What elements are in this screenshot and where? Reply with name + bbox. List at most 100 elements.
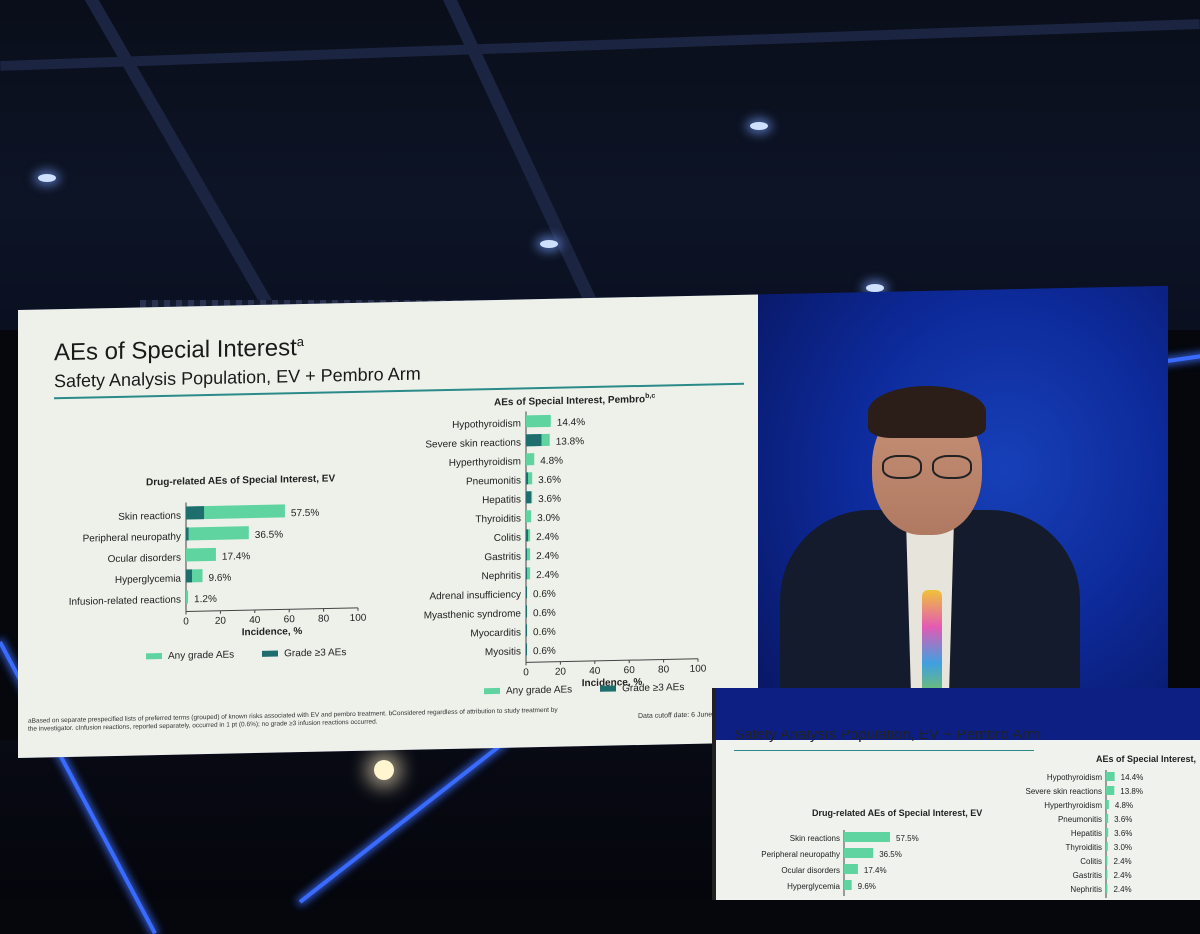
projection-screen: AEs of Special Interesta Safety Analysis… bbox=[18, 285, 1168, 758]
bar-any-grade bbox=[1106, 870, 1108, 879]
bar-grade3 bbox=[526, 624, 528, 637]
confidence-monitor: Safety Analysis Population, EV + Pembro … bbox=[712, 688, 1200, 900]
legend-swatch-grade3 bbox=[262, 650, 279, 658]
bar-any-grade bbox=[1106, 814, 1109, 823]
bar-grade3 bbox=[526, 586, 528, 599]
bar-any-grade bbox=[186, 590, 189, 604]
x-axis-line bbox=[526, 658, 698, 663]
x-tick-label: 0 bbox=[523, 667, 529, 678]
data-label: 0.6% bbox=[533, 589, 556, 600]
monitor-header: Safety Analysis Population, EV + Pembro … bbox=[734, 730, 1040, 743]
data-label: 17.4% bbox=[864, 866, 887, 875]
category-label: Peripheral neuropathy bbox=[761, 850, 840, 859]
category-label: Severe skin reactions bbox=[425, 437, 521, 450]
bar-any-grade bbox=[1106, 800, 1109, 809]
x-tick-label: 80 bbox=[318, 613, 330, 624]
bar-any-grade bbox=[1106, 884, 1108, 893]
category-label: Hyperglycemia bbox=[115, 574, 182, 586]
category-label: Hepatitis bbox=[482, 494, 521, 506]
bar-any-grade bbox=[844, 880, 852, 890]
category-label: Severe skin reactions bbox=[1026, 787, 1102, 796]
bar-grade3 bbox=[186, 527, 189, 541]
x-tick-label: 100 bbox=[690, 664, 707, 675]
category-label: Myositis bbox=[485, 646, 521, 658]
legend-item-grade3: Grade ≥3 AEs bbox=[262, 647, 346, 660]
slide: AEs of Special Interesta Safety Analysis… bbox=[18, 294, 758, 758]
bar-grade3 bbox=[526, 567, 528, 580]
category-label: Adrenal insufficiency bbox=[429, 589, 521, 602]
chart-title-pembro: AEs of Special Interest, Pembrob,c bbox=[494, 392, 656, 409]
bar-any-grade bbox=[844, 848, 874, 858]
x-tick-label: 40 bbox=[589, 666, 601, 677]
category-label: Peripheral neuropathy bbox=[83, 532, 181, 545]
bar-any-grade bbox=[186, 547, 216, 562]
x-tick-label: 20 bbox=[555, 667, 567, 678]
data-label: 3.6% bbox=[1114, 829, 1132, 838]
data-label: 14.4% bbox=[557, 417, 585, 429]
slide-subtitle: Safety Analysis Population, EV + Pembro … bbox=[54, 363, 421, 392]
data-label: 57.5% bbox=[896, 834, 919, 843]
category-label: Colitis bbox=[1080, 857, 1102, 866]
data-label: 2.4% bbox=[1113, 871, 1131, 880]
monitor-title-left: Drug-related AEs of Special Interest, EV bbox=[812, 808, 983, 818]
category-label: Infusion-related reactions bbox=[69, 595, 181, 608]
bar-any-grade bbox=[1106, 856, 1108, 865]
stage-spotlight bbox=[374, 760, 394, 780]
data-label: 0.6% bbox=[533, 646, 556, 657]
data-label: 3.0% bbox=[537, 513, 560, 524]
data-label: 36.5% bbox=[879, 850, 902, 859]
presenter-hair bbox=[868, 386, 986, 438]
data-label: 4.8% bbox=[1115, 801, 1133, 810]
bar-any-grade bbox=[1106, 842, 1108, 851]
data-label: 9.6% bbox=[858, 882, 876, 891]
data-label: 17.4% bbox=[222, 551, 250, 563]
chart-pembro: 0 20 40 60 80 100 Incidence, % Hypothyroidism 14… bbox=[424, 411, 707, 689]
chart-ev: 0 20 40 60 80 100 Incidence, % Skin reactions 57… bbox=[69, 502, 367, 638]
x-tick-label: 20 bbox=[215, 616, 227, 627]
bar-grade3 bbox=[526, 491, 532, 504]
data-label: 9.6% bbox=[209, 573, 232, 584]
bar-any-grade bbox=[1106, 772, 1115, 781]
data-label: 2.4% bbox=[1113, 885, 1131, 894]
category-label: Hypothyroidism bbox=[1047, 773, 1102, 782]
category-label: Ocular disorders bbox=[108, 553, 181, 566]
chart-title-ev: Drug-related AEs of Special Interest, EV bbox=[146, 473, 336, 489]
data-label: 0.6% bbox=[533, 627, 556, 638]
bar-grade3 bbox=[526, 434, 542, 447]
category-label: Thyroiditis bbox=[1066, 843, 1102, 852]
bar-any-grade bbox=[186, 504, 285, 520]
category-label: Nephritis bbox=[1070, 885, 1102, 894]
data-label: 2.4% bbox=[536, 532, 559, 543]
slide-title: AEs of Special Interesta bbox=[54, 334, 305, 367]
data-label: 36.5% bbox=[255, 529, 283, 541]
category-label: Gastritis bbox=[1073, 871, 1102, 880]
x-tick-label: 40 bbox=[249, 615, 261, 626]
data-label: 3.0% bbox=[1114, 843, 1132, 852]
ceiling-light bbox=[540, 240, 558, 248]
legend-item-any: Any grade AEs bbox=[484, 684, 572, 697]
bar-any-grade bbox=[526, 510, 532, 523]
data-label: 13.8% bbox=[556, 436, 584, 448]
footnote: aBased on separate prespecified lists of… bbox=[28, 706, 558, 733]
x-axis-title: Incidence, % bbox=[582, 677, 643, 689]
bar-grade3 bbox=[526, 548, 528, 561]
category-label: Pneumonitis bbox=[1058, 815, 1102, 824]
glasses bbox=[882, 455, 974, 479]
data-label: 3.6% bbox=[1114, 815, 1132, 824]
ceiling-light bbox=[866, 284, 884, 292]
legend-item-any: Any grade AEs bbox=[146, 649, 234, 662]
category-label: Skin reactions bbox=[790, 834, 840, 843]
monitor-chart-left: Skin reactions 57.5% Peripheral neuropathy… bbox=[761, 830, 919, 896]
bar-any-grade bbox=[526, 414, 551, 428]
bar-any-grade bbox=[186, 526, 249, 541]
lanyard bbox=[922, 590, 942, 700]
monitor-rule bbox=[734, 750, 1034, 751]
monitor-video-strip bbox=[716, 688, 1200, 740]
x-tick-label: 80 bbox=[658, 664, 670, 675]
data-label: 2.4% bbox=[1113, 857, 1131, 866]
data-label: 3.6% bbox=[538, 494, 561, 505]
category-label: Gastritis bbox=[484, 551, 521, 563]
bar-grade3 bbox=[526, 472, 529, 485]
category-label: Hepatitis bbox=[1071, 829, 1102, 838]
data-label: 0.6% bbox=[533, 608, 556, 619]
